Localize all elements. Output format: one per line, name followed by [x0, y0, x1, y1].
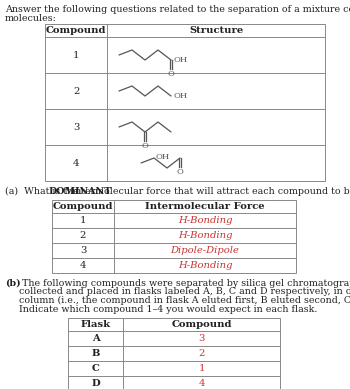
Text: 2: 2	[80, 231, 86, 240]
Text: Compound: Compound	[171, 320, 232, 329]
Text: OH: OH	[173, 56, 187, 64]
Text: D: D	[91, 379, 100, 388]
Text: OH: OH	[173, 92, 187, 100]
Text: Structure: Structure	[189, 26, 243, 35]
Text: H-Bonding: H-Bonding	[178, 216, 232, 225]
Text: Compound: Compound	[46, 26, 106, 35]
Text: Dipole-Dipole: Dipole-Dipole	[170, 246, 239, 255]
Bar	[68, 318, 280, 389]
Text: 4: 4	[73, 158, 79, 168]
Text: collected and placed in flasks labeled A, B, C and D respectively, in order of t: collected and placed in flasks labeled A…	[19, 287, 350, 296]
Text: Answer the following questions related to the separation of a mixture containing: Answer the following questions related t…	[5, 5, 350, 14]
Text: 4: 4	[198, 379, 205, 388]
Text: A: A	[92, 334, 99, 343]
Text: The following compounds were separated by silica gel chromatography. Each compou: The following compounds were separated b…	[19, 279, 350, 288]
Text: 1: 1	[198, 364, 205, 373]
Text: O: O	[168, 70, 174, 78]
Text: OH: OH	[156, 153, 170, 161]
Text: 2: 2	[73, 86, 79, 96]
Text: O: O	[141, 142, 148, 150]
Text: B: B	[91, 349, 100, 358]
Text: 4: 4	[80, 261, 86, 270]
Text: O: O	[176, 168, 183, 176]
Text: Flask: Flask	[80, 320, 111, 329]
Text: intermolecular force that will attract each compound to bind to silica gel?: intermolecular force that will attract e…	[69, 187, 350, 196]
Text: 3: 3	[198, 334, 205, 343]
Text: C: C	[92, 364, 99, 373]
Text: 1: 1	[80, 216, 86, 225]
Text: (b): (b)	[5, 279, 21, 288]
Text: column (i.e., the compound in flask A eluted first, B eluted second, C eluted th: column (i.e., the compound in flask A el…	[19, 296, 350, 305]
Bar	[45, 24, 325, 181]
Text: (a)  What is the: (a) What is the	[5, 187, 82, 196]
Text: 2: 2	[198, 349, 205, 358]
Text: 3: 3	[80, 246, 86, 255]
Text: Compound: Compound	[53, 202, 113, 211]
Bar	[52, 200, 296, 273]
Text: 3: 3	[73, 123, 79, 131]
Text: Intermolecular Force: Intermolecular Force	[145, 202, 265, 211]
Text: 1: 1	[73, 51, 79, 60]
Text: DOMINANT: DOMINANT	[48, 187, 112, 196]
Text: molecules:: molecules:	[5, 14, 57, 23]
Text: H-Bonding: H-Bonding	[178, 261, 232, 270]
Text: Indicate which compound 1–4 you would expect in each flask.: Indicate which compound 1–4 you would ex…	[19, 305, 317, 314]
Text: H-Bonding: H-Bonding	[178, 231, 232, 240]
